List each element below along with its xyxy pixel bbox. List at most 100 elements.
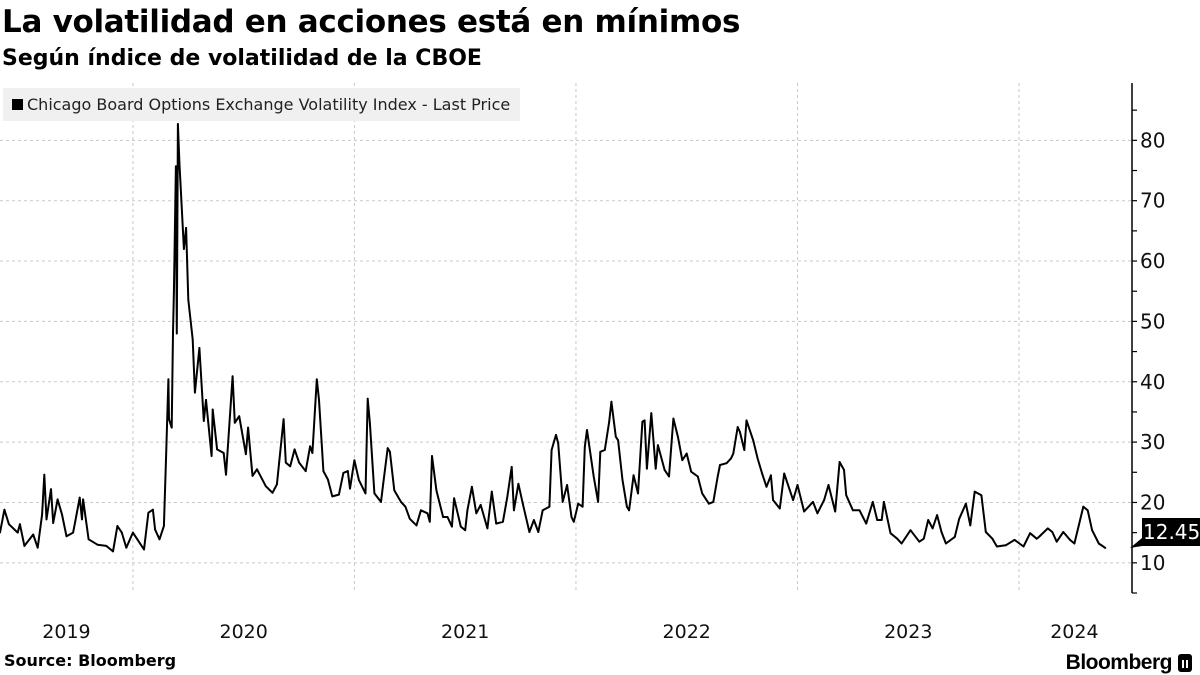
data-point (701, 492, 704, 495)
data-point (716, 475, 719, 478)
data-point (586, 429, 588, 431)
data-point (501, 520, 504, 523)
data-point (45, 518, 48, 521)
data-point (858, 509, 861, 512)
data-point (178, 161, 181, 164)
y-tick-label: 70 (1140, 189, 1165, 213)
data-point (96, 543, 99, 546)
x-axis-labels: 2019 2020 2021 2022 2023 2024 (42, 621, 1098, 643)
y-tick-label: 20 (1140, 490, 1165, 514)
data-point (736, 426, 739, 428)
data-point (995, 545, 998, 548)
data-point (298, 461, 300, 464)
data-point (865, 522, 868, 525)
data-point (404, 505, 407, 508)
data-point (182, 248, 185, 250)
data-point (393, 489, 396, 492)
data-point (555, 433, 557, 436)
data-point (256, 468, 258, 471)
data-point (428, 520, 431, 523)
data-point (517, 482, 520, 485)
data-point (338, 493, 340, 496)
data-point (945, 542, 947, 545)
data-point (198, 347, 201, 349)
data-point (712, 500, 715, 503)
data-point (408, 517, 411, 520)
data-point (738, 430, 741, 433)
data-point (342, 471, 345, 474)
data-point (614, 435, 617, 438)
data-point (597, 500, 600, 503)
x-tick-label: 2020 (219, 621, 267, 643)
data-point (577, 502, 580, 505)
data-point (282, 418, 285, 421)
data-point (707, 502, 710, 505)
source-note: Source: Bloomberg (4, 651, 177, 670)
data-point (74, 520, 77, 523)
y-tick-label: 60 (1140, 249, 1165, 273)
data-point (550, 449, 553, 451)
data-point (289, 465, 292, 468)
data-point (566, 484, 569, 486)
data-point (922, 537, 925, 540)
data-point (244, 453, 247, 456)
data-point (151, 508, 154, 511)
data-point (510, 465, 513, 468)
data-point (120, 531, 123, 534)
data-point (583, 446, 586, 448)
data-point (349, 487, 351, 490)
data-point (490, 490, 493, 493)
data-point (541, 509, 544, 512)
data-point (632, 474, 635, 477)
data-point (732, 452, 735, 455)
data-point (175, 332, 178, 335)
data-point (136, 538, 139, 541)
data-point (380, 500, 382, 503)
data-point (980, 494, 983, 497)
data-point (838, 461, 841, 463)
data-point (645, 467, 648, 470)
data-point (909, 529, 912, 532)
chart-title: La volatilidad en acciones está en mínim… (2, 4, 741, 40)
data-point (756, 457, 759, 460)
data-point (637, 492, 639, 495)
data-point (364, 492, 367, 495)
x-tick-label: 2023 (884, 621, 932, 643)
data-point (87, 538, 90, 541)
data-point (650, 412, 653, 415)
data-point (202, 420, 205, 422)
data-point (205, 398, 207, 401)
data-point (882, 500, 885, 503)
data-point (812, 500, 814, 503)
data-point (479, 503, 482, 506)
data-point (442, 516, 444, 518)
data-point (969, 524, 972, 527)
data-point (304, 470, 307, 472)
data-point (876, 519, 879, 521)
data-point (222, 452, 225, 454)
data-point (176, 123, 179, 125)
data-point (322, 470, 325, 472)
data-point (163, 525, 165, 527)
legend: Chicago Board Options Exchange Volatilit… (3, 88, 521, 121)
last-price-label: 12.45 (1143, 520, 1200, 544)
data-point (889, 532, 892, 535)
data-point (194, 391, 196, 394)
brand-name: Bloomberg (1065, 651, 1173, 674)
data-point (357, 479, 360, 482)
data-point (231, 375, 234, 378)
data-point (610, 400, 613, 403)
x-tick-label: 2019 (42, 621, 90, 643)
data-point (125, 546, 128, 549)
data-point (65, 535, 68, 538)
data-point (730, 457, 732, 460)
data-point (36, 546, 39, 549)
data-point (172, 331, 174, 334)
data-point (570, 516, 573, 518)
data-point (318, 398, 320, 401)
data-point (871, 500, 874, 503)
chart-subtitle: Según índice de volatilidad de la CBOE (2, 46, 482, 71)
data-point (1004, 544, 1007, 547)
data-point (132, 531, 134, 534)
